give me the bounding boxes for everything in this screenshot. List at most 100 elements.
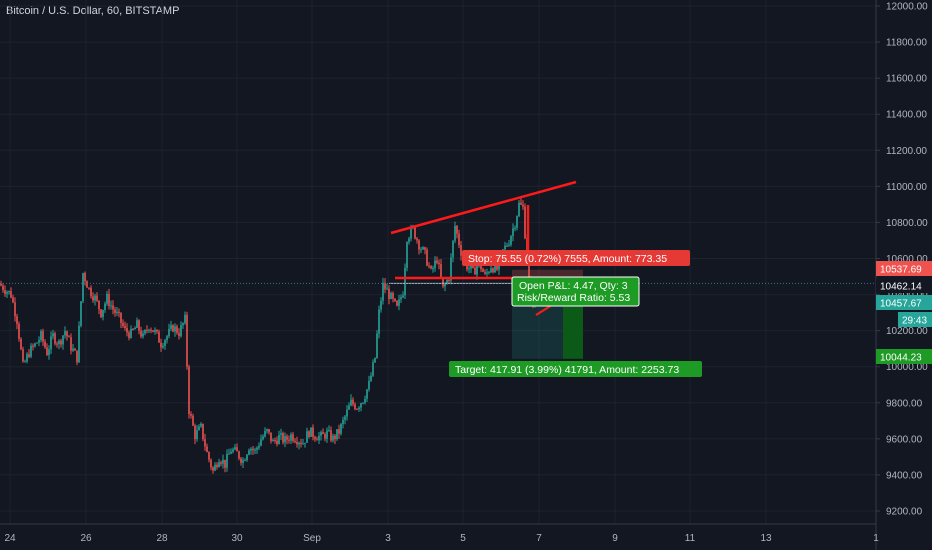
candle-body <box>302 443 304 445</box>
candle-body <box>454 225 456 241</box>
candle-body <box>32 345 34 347</box>
candle-body <box>162 345 164 348</box>
price-tag-box <box>876 349 932 364</box>
candle-body <box>284 436 286 443</box>
candle-body <box>172 325 174 332</box>
candle-body <box>118 311 120 313</box>
candle-body <box>268 429 270 433</box>
trendline-drawings[interactable] <box>390 180 577 280</box>
candle-body <box>200 423 202 427</box>
candle-body <box>228 453 230 455</box>
candle-body <box>122 322 124 326</box>
candle-body <box>276 440 278 445</box>
pnl-label-box <box>511 276 640 307</box>
candle-body <box>324 434 326 439</box>
candle-body <box>352 399 354 405</box>
candle-body <box>184 314 186 324</box>
candle-body <box>486 272 488 274</box>
candle-body <box>44 341 46 348</box>
candle-body <box>72 348 74 351</box>
candle-body <box>510 236 512 245</box>
candle-body <box>442 277 444 287</box>
candle-body <box>374 357 376 363</box>
target-label-box <box>449 361 702 377</box>
candle-body <box>182 323 184 326</box>
candle-body <box>100 309 102 318</box>
candle-body <box>6 291 8 294</box>
candle-body <box>366 389 368 399</box>
candle-body <box>106 293 108 304</box>
time-axis[interactable]: 24 26 28 30 Sep 3 5 7 9 11 13 1 <box>0 523 879 544</box>
candle-body <box>490 268 492 273</box>
candle-body <box>518 202 520 217</box>
profit-fill <box>563 299 583 359</box>
candle-body <box>440 264 442 278</box>
candle-body <box>262 436 264 440</box>
chart-title: Bitcoin / U.S. Dollar, 60, BITSTAMP <box>6 5 180 17</box>
candle-body <box>266 429 268 432</box>
candle-body <box>434 260 436 269</box>
candle-body <box>422 247 424 250</box>
candle-body <box>156 329 158 332</box>
candle-body <box>424 247 426 250</box>
candle-body <box>158 331 160 343</box>
candle-body <box>524 206 526 239</box>
candle-body <box>328 430 330 432</box>
candle-body <box>270 432 272 442</box>
candle-body <box>312 427 314 438</box>
candle-body <box>522 204 524 207</box>
candle-body <box>458 233 460 246</box>
candle-body <box>448 279 450 281</box>
candle-body <box>314 437 316 440</box>
candle-body <box>294 440 296 443</box>
candle-body <box>418 240 420 250</box>
candle-body <box>420 249 422 251</box>
candle-body <box>414 226 416 239</box>
candle-body <box>386 288 388 290</box>
candle-body <box>220 462 222 464</box>
candle-body <box>354 404 356 409</box>
price-tag-label: 10457.67 <box>880 299 922 310</box>
price-tick-label: 9800.00 <box>886 398 923 409</box>
candle-body <box>432 268 434 270</box>
time-tick-label: 11 <box>685 533 696 544</box>
candle-body <box>306 431 308 443</box>
candle-body <box>236 447 238 452</box>
candle-body <box>338 429 340 434</box>
candle-body <box>52 333 54 337</box>
candle-body <box>356 408 358 410</box>
price-tag-box <box>898 312 932 327</box>
short-position-tool[interactable]: Stop: 75.55 (0.72%) 7555, Amount: 773.35… <box>0 250 876 377</box>
candle-body <box>330 430 332 441</box>
candle-body <box>194 425 196 440</box>
candle-series <box>0 197 544 474</box>
candle-body <box>76 350 78 363</box>
price-tag-label: 10462.14 <box>880 282 922 293</box>
candle-body <box>192 415 194 426</box>
candle-body <box>224 459 226 468</box>
candle-body <box>246 454 248 461</box>
price-tag-label: 29:43 <box>902 316 927 327</box>
upper-trendline[interactable] <box>390 180 577 235</box>
price-tag-box <box>876 261 932 276</box>
candle-body <box>116 311 118 313</box>
time-tick-label: Sep <box>303 533 321 544</box>
price-tick-label: 10600.00 <box>886 254 928 265</box>
candle-body <box>120 312 122 323</box>
candle-body <box>110 305 112 307</box>
candle-body <box>68 336 70 338</box>
candle-body <box>86 281 88 288</box>
candle-body <box>242 460 244 463</box>
candle-body <box>232 449 234 452</box>
candle-body <box>250 448 252 451</box>
candle-body <box>362 402 364 404</box>
candle-body <box>26 354 28 362</box>
candle-body <box>140 330 142 337</box>
candle-body <box>94 295 96 301</box>
candle-body <box>234 447 236 450</box>
price-tags: 10537.69 10462.14 10457.67 29:43 10044.23 <box>876 261 932 364</box>
candle-body <box>168 328 170 337</box>
candle-body <box>208 452 210 460</box>
candle-body <box>496 263 498 270</box>
